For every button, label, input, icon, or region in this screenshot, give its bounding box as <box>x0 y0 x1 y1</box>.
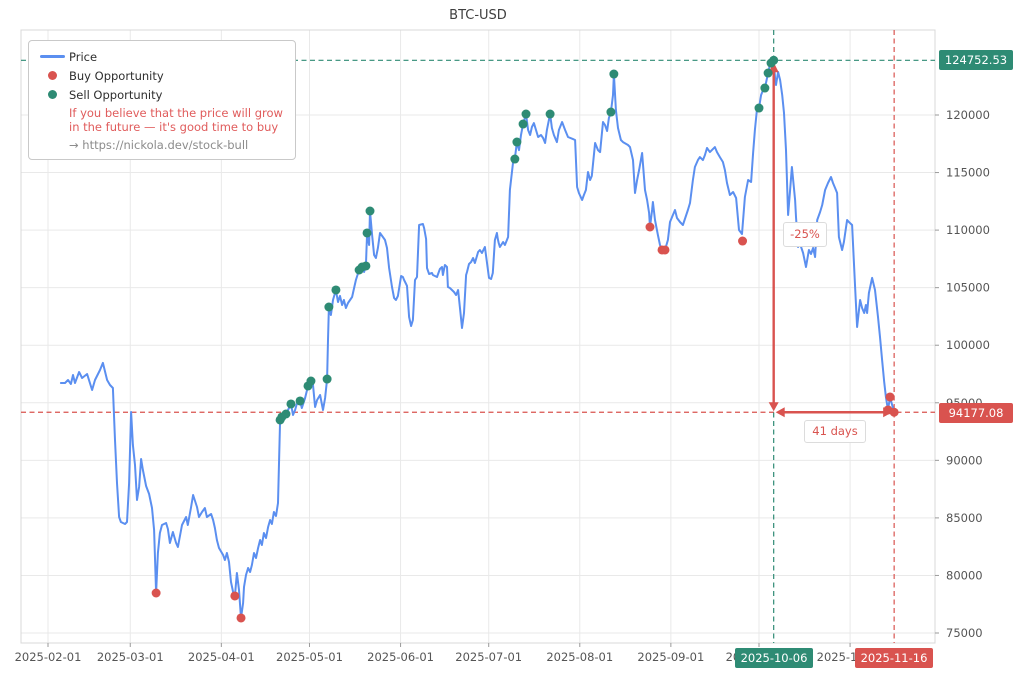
last-price-badge: 94177.08 <box>939 403 1013 423</box>
legend-item-price: Price <box>36 47 287 66</box>
legend: Price Buy Opportunity Sell Opportunity I… <box>28 40 296 160</box>
legend-price-label: Price <box>69 49 98 64</box>
y-tick-label: 105000 <box>946 281 990 295</box>
axis-ticks: 2025-02-01 2025-03-01 2025-04-01 2025-05-01… <box>15 108 990 664</box>
y-tick-label: 100000 <box>946 338 990 352</box>
promo-url: → https://nickola.dev/stock-bull <box>69 138 249 152</box>
buy-date-badge: 2025-11-16 <box>855 648 933 668</box>
price-line-swatch <box>36 55 69 58</box>
plot-border <box>20 29 936 644</box>
x-tick-label: 2025-05-01 <box>276 650 343 664</box>
y-tick-label: 115000 <box>946 166 990 180</box>
x-tick-label: 2025-02-01 <box>15 650 82 664</box>
x-tick-label: 2025-08-01 <box>546 650 613 664</box>
buy-opportunity-dots <box>151 222 899 623</box>
y-tick-label: 80000 <box>946 568 983 582</box>
duration-label: 41 days <box>804 420 866 443</box>
drop-percent-label: -25% <box>783 222 827 247</box>
x-tick-label: 2025-04-01 <box>188 650 255 664</box>
legend-item-sell: Sell Opportunity <box>36 85 287 104</box>
y-tick-label: 85000 <box>946 511 983 525</box>
x-tick-label: 2025-07-01 <box>455 650 522 664</box>
y-tick-label: 90000 <box>946 453 983 467</box>
x-tick-label: 2025-09-01 <box>637 650 704 664</box>
legend-buy-label: Buy Opportunity <box>69 68 164 83</box>
sell-opportunity-dots <box>275 55 779 425</box>
buy-dot-icon <box>36 71 69 80</box>
sell-dot-icon <box>36 90 69 99</box>
y-tick-label: 75000 <box>946 626 983 640</box>
y-tick-label: 110000 <box>946 223 990 237</box>
max-price-badge: 124752.53 <box>939 50 1013 70</box>
x-tick-label: 2025-06-01 <box>367 650 434 664</box>
sell-date-badge: 2025-10-06 <box>735 648 813 668</box>
gridlines <box>21 30 935 643</box>
y-tick-label: 120000 <box>946 108 990 122</box>
x-tick-label: 2025-03-01 <box>97 650 164 664</box>
legend-sell-label: Sell Opportunity <box>69 87 163 102</box>
promo-text: If you believe that the price will grow … <box>69 106 283 134</box>
chart-title: BTC-USD <box>449 8 507 23</box>
legend-item-buy: Buy Opportunity <box>36 66 287 85</box>
